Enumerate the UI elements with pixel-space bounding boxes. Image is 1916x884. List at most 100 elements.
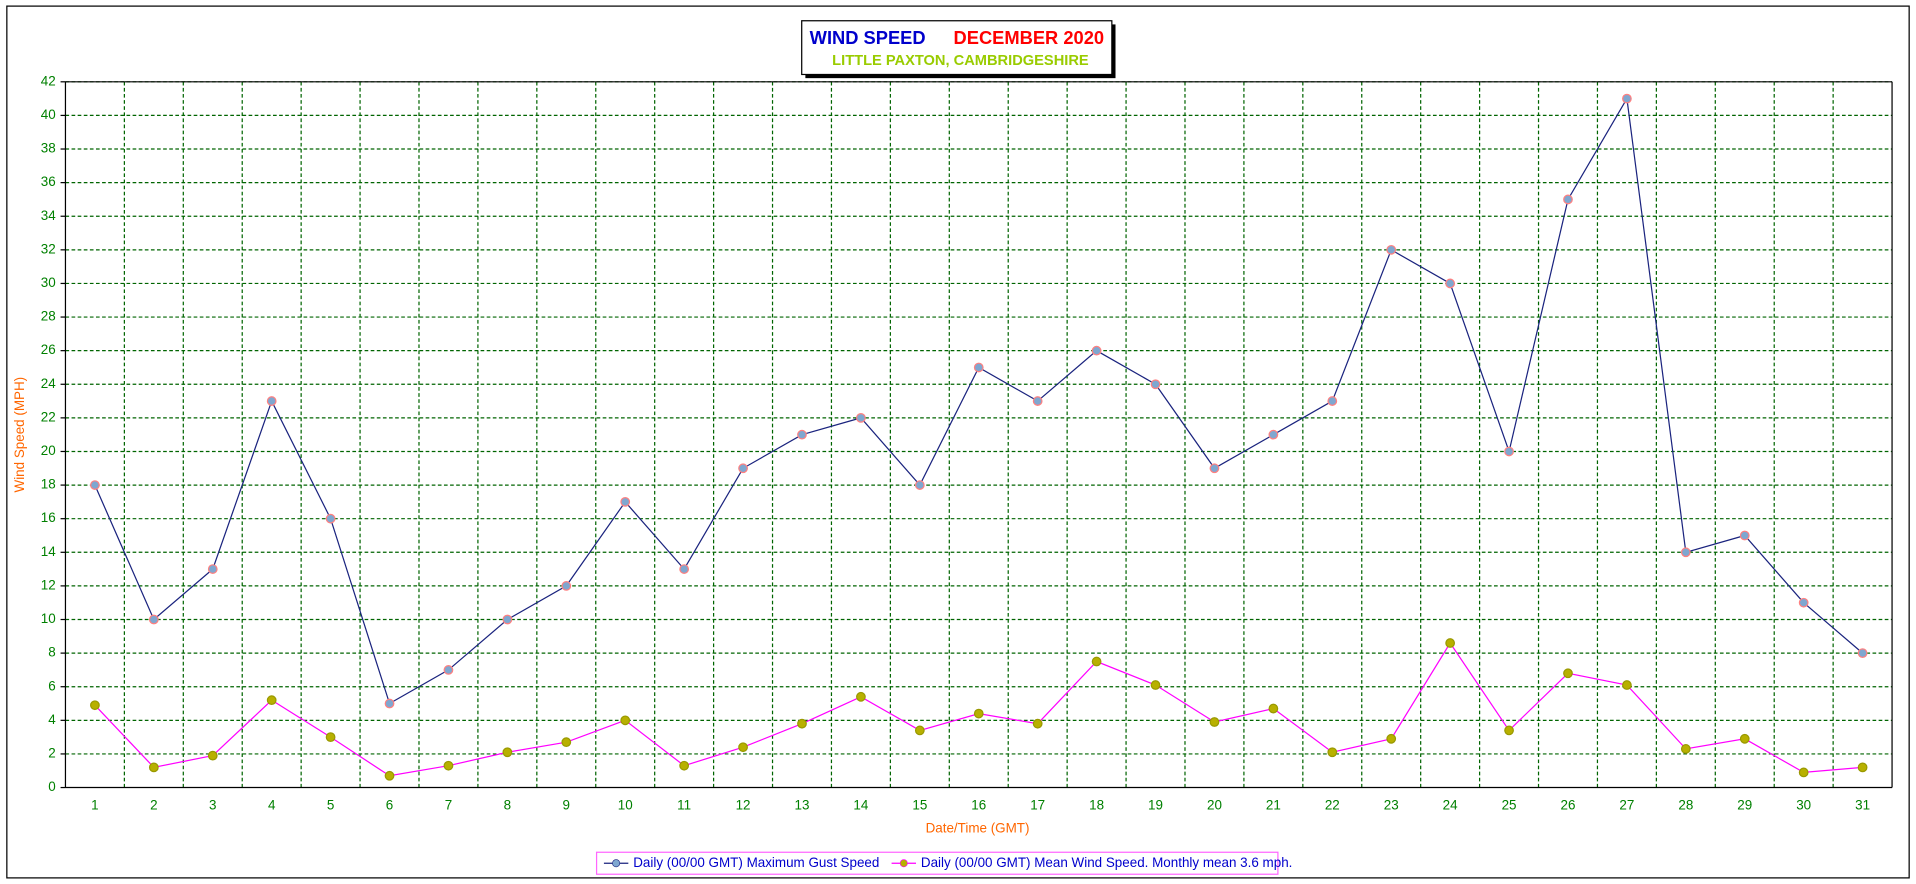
- x-tick-label: 16: [971, 797, 986, 812]
- data-point: [1032, 396, 1043, 406]
- data-point: [797, 429, 807, 440]
- x-tick-label: 7: [445, 797, 452, 812]
- data-point: [1386, 733, 1397, 744]
- data-point: [1445, 638, 1456, 648]
- data-point: [1445, 278, 1456, 289]
- data-point: [443, 665, 454, 675]
- y-tick-label: 22: [41, 409, 56, 424]
- y-tick-label: 0: [48, 779, 55, 794]
- y-tick-label: 16: [41, 510, 56, 525]
- x-tick-label: 28: [1678, 797, 1693, 812]
- data-point: [1032, 718, 1043, 729]
- data-point: [620, 497, 631, 507]
- x-tick-label: 31: [1855, 797, 1870, 812]
- data-point: [561, 581, 572, 591]
- x-tick-label: 9: [563, 797, 570, 812]
- data-point: [1327, 396, 1338, 406]
- x-tick-label: 15: [912, 797, 927, 812]
- y-tick-label: 26: [41, 342, 56, 357]
- x-tick-label: 11: [677, 797, 691, 812]
- x-tick-label: 8: [504, 797, 511, 812]
- y-tick-label: 32: [41, 241, 56, 256]
- y-tick-label: 28: [41, 309, 56, 324]
- data-point: [1739, 530, 1750, 541]
- data-point: [1327, 747, 1338, 758]
- data-point: [207, 750, 218, 761]
- data-point: [1504, 446, 1514, 457]
- y-tick-label: 20: [41, 443, 56, 458]
- legend-box: [595, 851, 1279, 875]
- data-point: [679, 564, 690, 574]
- x-tick-label: 6: [386, 797, 393, 812]
- y-tick-label: 24: [41, 376, 56, 391]
- data-point: [384, 698, 395, 709]
- y-tick-label: 36: [41, 174, 56, 189]
- data-point: [1091, 345, 1102, 356]
- data-point: [266, 396, 277, 406]
- x-tick-label: 5: [327, 797, 334, 812]
- legend-label: Daily (00/00 GMT) Maximum Gust Speed: [633, 855, 879, 870]
- data-point: [1798, 767, 1809, 778]
- data-point: [1680, 744, 1691, 754]
- y-tick-label: 30: [41, 275, 56, 290]
- data-point: [1268, 429, 1279, 440]
- y-tick-label: 12: [41, 577, 56, 592]
- x-tick-label: 27: [1619, 797, 1634, 812]
- data-point: [207, 564, 218, 574]
- x-tick-label: 14: [853, 797, 868, 812]
- x-tick-label: 3: [209, 797, 216, 812]
- data-point: [148, 762, 159, 773]
- data-point: [90, 700, 100, 711]
- data-point: [384, 770, 395, 781]
- x-tick-label: 22: [1325, 797, 1340, 812]
- data-point: [973, 708, 984, 719]
- data-point: [502, 614, 513, 625]
- data-point: [914, 480, 925, 490]
- x-tick-label: 20: [1207, 797, 1222, 812]
- y-tick-label: 38: [41, 141, 56, 156]
- y-axis-label: Wind Speed (MPH): [12, 377, 27, 493]
- x-tick-label: 13: [795, 797, 810, 812]
- data-point: [1622, 680, 1632, 690]
- y-tick-label: 14: [41, 544, 56, 559]
- x-tick-label: 18: [1089, 797, 1104, 812]
- data-point: [856, 691, 866, 702]
- x-tick-label: 12: [736, 797, 751, 812]
- x-tick-label: 29: [1737, 797, 1752, 812]
- data-point: [1857, 648, 1868, 658]
- chart-title-date: DECEMBER 2020: [954, 27, 1105, 48]
- y-tick-label: 40: [41, 107, 56, 122]
- title-box: [801, 20, 1113, 76]
- legend-label: Daily (00/00 GMT) Mean Wind Speed. Month…: [921, 855, 1293, 870]
- x-tick-label: 4: [268, 797, 276, 812]
- data-point: [1209, 717, 1220, 727]
- y-tick-label: 6: [48, 678, 55, 693]
- data-point: [443, 760, 454, 771]
- data-point: [738, 742, 748, 753]
- y-tick-label: 10: [41, 611, 56, 626]
- x-tick-label: 17: [1030, 797, 1045, 812]
- data-point: [1739, 733, 1750, 744]
- y-tick-label: 4: [48, 712, 56, 727]
- x-axis-label: Date/Time (GMT): [926, 821, 1030, 836]
- x-tick-label: 10: [618, 797, 633, 812]
- y-tick-label: 2: [48, 745, 55, 760]
- x-tick-label: 24: [1443, 797, 1458, 812]
- data-point: [620, 715, 631, 726]
- data-point: [973, 362, 984, 373]
- y-tick-label: 8: [48, 645, 55, 660]
- data-point: [1091, 656, 1102, 667]
- data-point: [1622, 93, 1632, 104]
- data-point: [561, 737, 572, 748]
- data-point: [148, 614, 159, 625]
- data-point: [738, 463, 748, 474]
- data-point: [1680, 547, 1691, 558]
- chart-title: WIND SPEED: [810, 27, 926, 48]
- chart-subtitle: LITTLE PAXTON, CAMBRIDGESHIRE: [832, 53, 1089, 69]
- x-tick-label: 1: [91, 797, 98, 812]
- legend-marker: [899, 859, 908, 868]
- y-tick-label: 34: [41, 208, 56, 223]
- legend-marker: [612, 859, 621, 868]
- x-tick-label: 2: [150, 797, 157, 812]
